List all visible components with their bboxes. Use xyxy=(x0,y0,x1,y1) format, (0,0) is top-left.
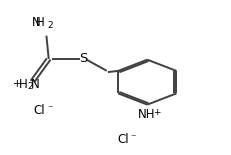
Text: 2: 2 xyxy=(47,21,52,30)
Text: Cl: Cl xyxy=(33,104,45,117)
Text: N: N xyxy=(31,78,40,91)
Text: H: H xyxy=(36,16,45,29)
Text: 2: 2 xyxy=(27,82,33,91)
Text: +: + xyxy=(153,108,160,117)
Text: Cl: Cl xyxy=(117,133,128,146)
Text: ⁻: ⁻ xyxy=(130,133,135,143)
Text: H: H xyxy=(19,78,28,91)
Text: NH: NH xyxy=(137,108,154,121)
Text: N: N xyxy=(32,16,40,29)
Text: ⁻: ⁻ xyxy=(47,104,52,114)
Text: +: + xyxy=(13,80,22,89)
Text: S: S xyxy=(79,52,87,65)
